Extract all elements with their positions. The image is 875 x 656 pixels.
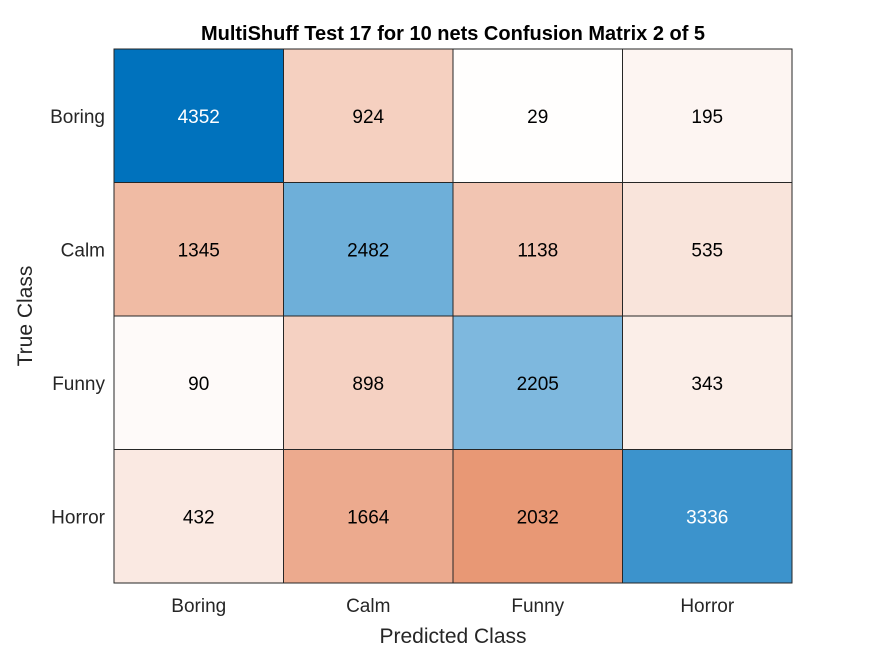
row-tick-boring: Boring — [50, 107, 105, 128]
col-tick-funny: Funny — [511, 596, 564, 617]
matrix-cell-funny-horror — [622, 315, 793, 450]
matrix-cell-funny-calm — [283, 315, 454, 450]
cell-value-funny-horror: 343 — [691, 374, 723, 395]
cell-value-boring-boring: 4352 — [178, 107, 220, 128]
cell-value-boring-horror: 195 — [691, 107, 723, 128]
cell-value-calm-calm: 2482 — [347, 240, 389, 261]
matrix-cells: 4352 924 29 195 1345 2482 1138 535 90 898 2205 343 4… — [113, 48, 793, 584]
col-tick-calm: Calm — [346, 596, 390, 617]
cell-value-horror-calm: 1664 — [347, 507, 390, 528]
row-tick-funny: Funny — [52, 374, 105, 395]
row-tick-calm: Calm — [61, 240, 105, 261]
chart-title: MultiShuff Test 17 for 10 nets Confusion… — [201, 23, 705, 45]
cell-value-horror-funny: 2032 — [517, 507, 559, 528]
matrix-cell-boring-funny — [452, 48, 623, 183]
matrix-cell-boring-horror — [622, 48, 793, 183]
cell-value-calm-funny: 1138 — [517, 240, 558, 261]
cell-value-funny-calm: 898 — [352, 374, 384, 395]
cell-value-funny-boring: 90 — [188, 374, 209, 395]
matrix-cell-calm-boring — [113, 182, 284, 317]
matrix-cell-horror-funny — [452, 449, 623, 584]
matrix-cell-horror-boring — [113, 449, 284, 584]
col-tick-horror: Horror — [680, 596, 735, 617]
cell-value-horror-horror: 3336 — [686, 507, 728, 528]
matrix-cell-boring-calm — [283, 48, 454, 183]
matrix-cell-calm-horror — [622, 182, 793, 317]
cell-value-horror-boring: 432 — [183, 507, 215, 528]
cell-value-funny-funny: 2205 — [517, 374, 559, 395]
row-tick-horror: Horror — [51, 507, 106, 528]
cell-value-calm-horror: 535 — [691, 240, 723, 261]
matrix-cell-boring-boring — [113, 48, 284, 183]
x-axis-label: Predicted Class — [379, 625, 526, 648]
y-axis-label: True Class — [14, 266, 37, 367]
matrix-cell-calm-funny — [452, 182, 623, 317]
matrix-cell-horror-calm — [283, 449, 454, 584]
cell-value-calm-boring: 1345 — [178, 240, 220, 261]
cell-value-boring-calm: 924 — [352, 107, 384, 128]
matrix-cell-horror-horror — [622, 449, 793, 584]
matrix-cell-calm-calm — [283, 182, 454, 317]
cell-value-boring-funny: 29 — [527, 107, 548, 128]
row-tick-labels: Boring Calm Funny Horror — [50, 107, 106, 529]
col-tick-labels: Boring Calm Funny Horror — [171, 596, 735, 617]
col-tick-boring: Boring — [171, 596, 226, 617]
